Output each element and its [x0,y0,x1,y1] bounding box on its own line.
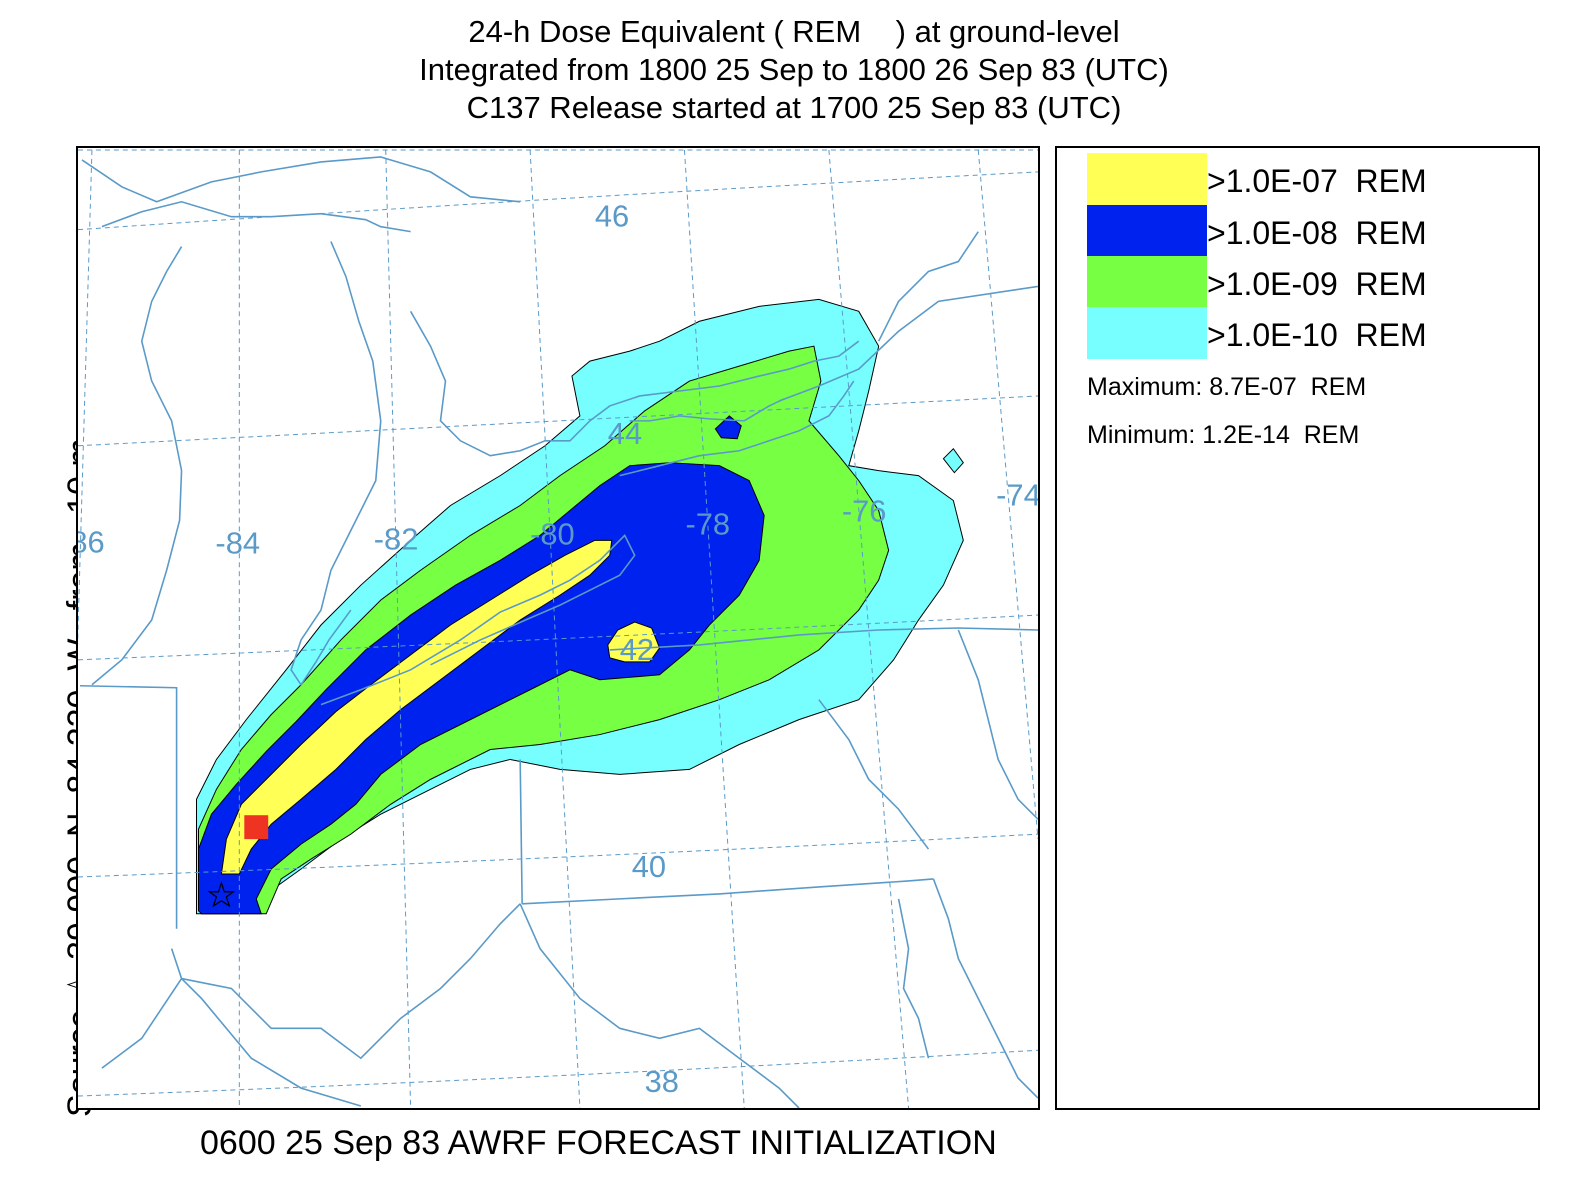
latitude-label-46: 46 [595,199,629,234]
lake-ontario [619,380,855,477]
chesapeake [897,898,930,1059]
boundary-lines [79,156,1038,1108]
minimum-value: Minimum: 1.2E-14 REM [1087,421,1360,449]
michigan-west-coast [91,246,183,686]
plume-contour-1e-10-island [942,447,964,474]
georgian-bay [409,310,860,457]
longitude-label-74: -74 [996,478,1038,513]
legend-label-1e-07: >1.0E-07 REM [1207,163,1427,199]
plume-contour-1e-08 [198,462,765,915]
east-coast [932,878,1038,1099]
lake-superior-shore [81,156,521,203]
legend-swatch-1e-10 [1087,307,1207,359]
longitude-label-80: -80 [530,516,575,551]
title-line-2: Integrated from 1800 25 Sep to 1800 26 S… [419,52,1169,87]
legend-label-1e-08: >1.0E-08 REM [1207,215,1427,251]
plume-contour-1e-08-island [714,415,742,440]
plume-map[interactable]: -86 -84 -82 -80 -78 -76 -74 46 44 42 40 … [78,148,1038,1108]
longitude-label-86: -86 [78,524,105,559]
longitude-label-84: -84 [215,525,260,560]
legend-label-1e-09: >1.0E-09 REM [1207,266,1427,302]
title-line-1: 24-h Dose Equivalent ( REM ) at ground-l… [468,14,1120,49]
lake-michigan-outline [290,241,382,687]
northeast-border [877,231,979,342]
latitude-label-40: 40 [632,849,666,884]
maximum-concentration-marker [244,815,269,840]
ohio-west-border [79,684,178,929]
wv-va-border [519,903,800,1108]
source-star-icon [207,881,236,908]
latitude-label-44: 44 [608,416,642,451]
lake-erie [320,534,636,706]
longitude-label-82: -82 [374,521,419,556]
nj-ny-coast [957,629,1038,820]
legend-swatch-1e-07 [1087,153,1207,205]
longitude-label-76: -76 [842,493,887,528]
ohio-river [101,903,521,1069]
upper-peninsula [101,200,411,233]
ohio-pa-border [519,759,523,904]
plume-contour-1e-07 [220,539,613,875]
ny-pa-border [609,627,1038,651]
legend-swatch-1e-09 [1087,256,1207,308]
forecast-initialization-label: 0600 25 Sep 83 AWRF FORECAST INITIALIZAT… [200,1124,997,1162]
legend-swatch-1e-08 [1087,205,1207,257]
legend-label-1e-10: >1.0E-10 REM [1207,317,1427,353]
map-panel[interactable]: -86 -84 -82 -80 -78 -76 -74 46 44 42 40 … [76,146,1040,1110]
longitude-label-78: -78 [685,506,730,541]
latitude-label-38: 38 [645,1064,679,1099]
kentucky-border [170,948,362,1107]
canada-us-east-border [778,285,1038,402]
lake-huron-east [629,398,785,422]
maximum-value: Maximum: 8.7E-07 REM [1087,373,1367,401]
pa-ny-river [818,699,930,850]
legend-panel: >1.0E-07 REM >1.0E-08 REM >1.0E-09 REM >… [1055,146,1540,1110]
title-line-3: C137 Release started at 1700 25 Sep 83 (… [466,90,1122,125]
latitude-label-42: 42 [620,632,654,667]
pa-south-border [522,878,934,905]
graticule [78,149,1038,1108]
